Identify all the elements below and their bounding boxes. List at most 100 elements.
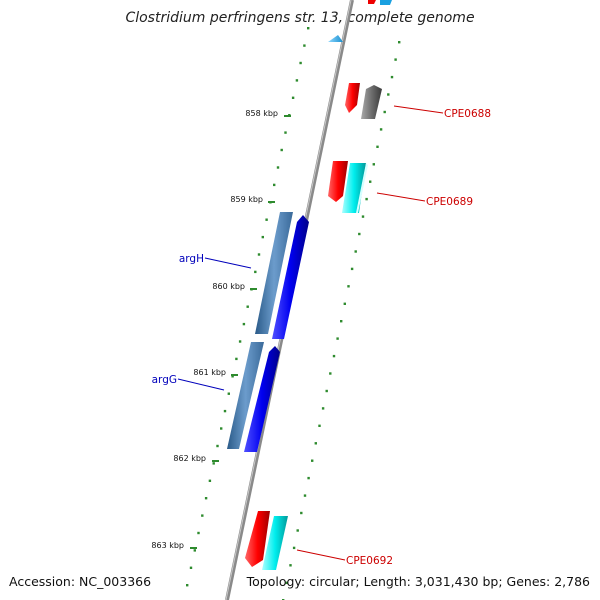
label-line-argh: [204, 257, 252, 269]
scale-tick: [354, 250, 357, 253]
scale-label-862: 862 kbp: [173, 454, 219, 463]
scale-tick: [394, 58, 397, 61]
gene-argh-blue: [272, 215, 309, 339]
accession-text: Accession: NC_003366: [9, 574, 152, 589]
label-line-argg: [177, 378, 225, 391]
scale-tick: [383, 110, 386, 114]
gene-argg-steelblue: [227, 342, 264, 449]
scale-label-859: 859 kbp: [230, 195, 275, 204]
scale-tick: [257, 253, 261, 256]
scale-tick: [329, 372, 332, 375]
scale-tick: [343, 302, 346, 305]
scale-tick: [311, 459, 314, 462]
scale-tick: [276, 166, 280, 169]
scale-tick: [201, 514, 204, 517]
scale-tick: [369, 180, 372, 183]
gene-fragment-top-blue: [380, 0, 392, 5]
gene-label-cpe0692: CPE0692: [346, 555, 393, 567]
scale-tick: [336, 337, 339, 340]
gene-cpe0692-cyan: [262, 516, 288, 570]
scale-tick: [208, 479, 212, 482]
genome-summary-text: Topology: circular; Length: 3,031,430 bp…: [246, 574, 590, 589]
scale-tick: [295, 79, 299, 82]
scale-tick: [246, 305, 249, 308]
svg-text:862 kbp: 862 kbp: [173, 454, 206, 463]
label-line-cpe0689: [376, 192, 426, 202]
scale-tick: [318, 424, 321, 427]
scale-tick: [254, 270, 257, 274]
scale-tick: [372, 163, 375, 166]
label-line-cpe0688: [393, 105, 444, 114]
svg-text:859 kbp: 859 kbp: [230, 195, 263, 204]
scale-tick: [321, 407, 325, 410]
scale-tick: [231, 375, 234, 378]
gene-cpe0688-grey: [361, 85, 382, 119]
scale-tick: [235, 357, 238, 361]
scale-tick: [398, 41, 401, 44]
scale-tick: [289, 564, 292, 567]
scale-ticks-right: [282, 41, 401, 600]
scale-tick: [212, 462, 215, 465]
gene-argh-steelblue: [255, 212, 293, 334]
scale-tick: [284, 131, 287, 134]
scale-tick: [223, 409, 227, 413]
gene-cpe0688-red: [345, 83, 360, 113]
scale-tick: [314, 442, 317, 445]
scale-tick: [186, 584, 189, 587]
scale-tick: [227, 392, 230, 395]
scale-tick: [376, 145, 379, 148]
scale-tick: [387, 93, 390, 96]
scale-tick: [361, 215, 365, 218]
scale-tick: [265, 218, 268, 221]
svg-text:861 kbp: 861 kbp: [193, 368, 226, 377]
gene-fragment-top-skyblue: [328, 35, 343, 42]
scale-tick: [261, 235, 264, 239]
scale-tick: [340, 320, 343, 323]
scale-label-858: 858 kbp: [245, 109, 291, 118]
scale-tick: [365, 197, 368, 201]
scale-tick: [204, 497, 208, 500]
scale-tick: [307, 27, 310, 30]
gene-argg-blue: [244, 346, 280, 452]
scale-tick: [325, 389, 328, 393]
scale-tick: [299, 61, 302, 65]
scale-tick: [296, 529, 299, 532]
scale-tick: [197, 531, 200, 535]
scale-tick: [303, 494, 307, 497]
scale-tick: [347, 285, 350, 288]
scale-tick: [216, 444, 219, 448]
scale-tick: [189, 566, 193, 569]
scale-label-863: 863 kbp: [151, 541, 197, 550]
scale-tick: [285, 581, 288, 584]
svg-text:860 kbp: 860 kbp: [212, 282, 245, 291]
scale-tick: [307, 476, 310, 480]
map-title: Clostridium perfringens str. 13, complet…: [125, 10, 475, 26]
scale-tick: [303, 44, 306, 47]
scale-label-861: 861 kbp: [193, 368, 238, 377]
svg-text:863 kbp: 863 kbp: [151, 541, 184, 550]
scale-tick: [280, 148, 283, 152]
scale-tick: [332, 354, 336, 358]
gene-label-argh: argH: [179, 253, 204, 265]
scale-tick: [220, 427, 223, 430]
gene-label-argg: argG: [152, 374, 177, 386]
scale-tick: [242, 322, 246, 326]
scale-tick: [238, 340, 242, 343]
gene-label-cpe0689: CPE0689: [426, 196, 473, 208]
scale-tick: [291, 96, 295, 99]
label-line-cpe0692: [296, 549, 346, 561]
scale-tick: [379, 128, 383, 131]
scale-tick: [390, 75, 394, 79]
gene-fragment-top-red: [368, 0, 376, 4]
gene-label-cpe0688: CPE0688: [444, 108, 491, 120]
svg-text:858 kbp: 858 kbp: [245, 109, 278, 118]
scale-tick: [292, 546, 296, 550]
scale-tick: [273, 183, 276, 187]
scale-tick: [350, 267, 354, 271]
scale-tick: [300, 511, 303, 515]
gene-cpe0692-red: [245, 511, 270, 567]
scale-label-860: 860 kbp: [212, 282, 257, 291]
scale-tick: [358, 232, 361, 236]
scale-tick: [193, 549, 196, 552]
